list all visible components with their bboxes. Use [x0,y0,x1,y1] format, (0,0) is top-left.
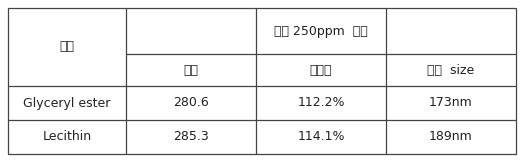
Text: 280.6: 280.6 [173,97,209,110]
Text: 보존율: 보존율 [310,64,332,76]
Text: 285.3: 285.3 [173,131,209,144]
Text: 173nm: 173nm [429,97,473,110]
Text: 구분: 구분 [60,40,74,53]
Text: 함량: 함량 [183,64,199,76]
Text: 189nm: 189nm [429,131,473,144]
Text: 114.1%: 114.1% [297,131,345,144]
Text: 농도 250ppm  대비: 농도 250ppm 대비 [274,24,368,37]
Text: Lecithin: Lecithin [42,131,92,144]
Text: 112.2%: 112.2% [297,97,345,110]
Text: Glyceryl ester: Glyceryl ester [23,97,111,110]
Text: 입자  size: 입자 size [428,64,475,76]
